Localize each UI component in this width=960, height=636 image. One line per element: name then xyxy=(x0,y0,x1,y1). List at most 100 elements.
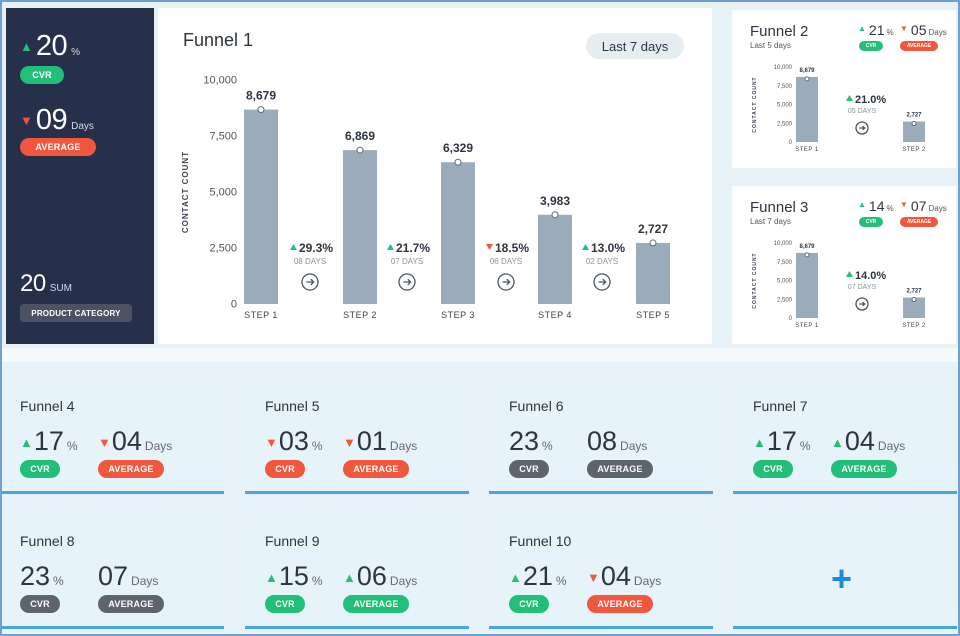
tile-average-badge: AVERAGE xyxy=(98,595,164,613)
funnel-1-title: Funnel 1 xyxy=(183,30,254,50)
conversion-rate: 18.5% xyxy=(495,241,529,255)
funnel-2-average-badge: AVERAGE xyxy=(900,41,938,51)
funnel-3-subtitle: Last 7 days xyxy=(750,217,791,226)
funnel-tile[interactable]: Funnel 9 ▲ 15 % CVR ▲ 06 Days AVERAGE xyxy=(245,517,469,629)
funnel-tile[interactable]: Funnel 4 ▲ 17 % CVR ▼ 04 Days AVERAGE xyxy=(0,382,224,494)
arrow-up-icon xyxy=(290,244,297,250)
funnel-2-cvr-unit: % xyxy=(886,28,894,37)
x-tick-label: STEP 2 xyxy=(902,323,926,329)
arrow-right-icon xyxy=(306,278,315,286)
funnel-1-chart: CONTACT COUNT 10,000 7,500 5,000 2,500 0 8,679… xyxy=(181,75,670,320)
bar xyxy=(244,109,278,305)
summary-days-unit: Days xyxy=(71,121,94,132)
y-tick-label: 10,000 xyxy=(203,75,237,87)
funnel-3-average-badge: AVERAGE xyxy=(900,217,938,227)
bar xyxy=(903,297,925,318)
tile-days-unit: Days xyxy=(620,439,648,453)
bar xyxy=(903,121,925,142)
product-category-button[interactable]: PRODUCT CATEGORY xyxy=(20,304,132,322)
tile-days-unit: Days xyxy=(877,439,906,453)
tile-cvr-badge: CVR xyxy=(509,460,549,478)
tile-days: ▼ 01 Days xyxy=(343,426,417,457)
bar-value-label: 2,727 xyxy=(906,289,922,295)
tile-cvr-badge: CVR xyxy=(20,595,60,613)
funnel-2-chart: CONTACT COUNT 10,000 7,500 5,000 2,500 0 8,679… xyxy=(752,65,925,153)
funnel-3-days-unit: Days xyxy=(928,204,947,213)
y-tick-label: 0 xyxy=(789,316,793,322)
bar-marker xyxy=(911,297,917,303)
funnel-tile[interactable]: Funnel 7 ▲ 17 % CVR ▲ 04 Days AVERAGE xyxy=(733,382,957,494)
tile-cvr-unit: % xyxy=(799,439,811,453)
funnel-2-card[interactable]: Funnel 2 Last 5 days ▲ 21 % CVR ▼ 05 Day… xyxy=(732,10,956,168)
section-divider xyxy=(0,348,960,362)
arrow-up-icon: ▲ xyxy=(509,570,522,585)
step-transition: 21.0% 05 DAYS xyxy=(846,94,886,135)
bar-value-label: 6,329 xyxy=(443,141,473,155)
tile-average-badge: AVERAGE xyxy=(831,460,897,478)
y-tick-label: 0 xyxy=(231,299,237,311)
tile-days-value: 04 xyxy=(600,561,631,591)
summary-panel: ▲ 20 % CVR ▼ 09 Days AVERAGE 20 SUM PROD… xyxy=(6,8,154,344)
tile-title: Funnel 4 xyxy=(20,398,75,414)
tile-cvr-value: 17 xyxy=(766,426,797,456)
bar-marker xyxy=(454,158,462,166)
bar-value-label: 2,727 xyxy=(906,113,922,119)
tile-cvr-badge: CVR xyxy=(753,460,793,478)
bar-value-label: 2,727 xyxy=(638,222,668,236)
tile-cvr: ▲ 17 % xyxy=(20,426,78,457)
y-tick-label: 10,000 xyxy=(774,241,793,247)
arrow-down-icon: ▼ xyxy=(265,435,278,450)
funnel-3-chart: CONTACT COUNT 10,000 7,500 5,000 2,500 0 8,679… xyxy=(752,241,926,329)
y-tick-label: 2,500 xyxy=(209,243,237,255)
x-tick-label: STEP 1 xyxy=(795,147,819,153)
tile-cvr: ▲ 15 % xyxy=(265,561,323,592)
tile-cvr-value: 23 xyxy=(20,561,51,591)
add-funnel-button[interactable]: + xyxy=(733,517,957,629)
conversion-rate: 13.0% xyxy=(591,241,625,255)
arrow-right-icon xyxy=(859,301,866,307)
conversion-rate: 21.7% xyxy=(396,241,430,255)
funnel-2-cvr: ▲ 21 % xyxy=(858,22,894,38)
y-tick-label: 10,000 xyxy=(774,65,793,71)
y-axis-label: CONTACT COUNT xyxy=(181,151,190,233)
step-transition: 21.7% 07 DAYS xyxy=(387,241,430,291)
arrow-right-icon xyxy=(403,278,412,286)
bar xyxy=(441,162,475,304)
tile-cvr: ▲ 17 % xyxy=(753,426,811,457)
funnel-tile[interactable]: Funnel 8 23 % CVR 07 Days AVERAGE xyxy=(0,517,224,629)
cvr-badge: CVR xyxy=(20,66,64,84)
tile-cvr: ▼ 03 % xyxy=(265,426,323,457)
funnel-2-days-value: 05 xyxy=(910,22,927,38)
bar-marker xyxy=(804,76,810,82)
bar xyxy=(343,150,377,304)
transition-days: 07 DAYS xyxy=(848,284,877,291)
tile-average-badge: AVERAGE xyxy=(587,460,653,478)
tile-days-unit: Days xyxy=(144,439,173,453)
funnel-tile[interactable]: Funnel 10 ▲ 21 % CVR ▼ 04 Days AVERAGE xyxy=(489,517,713,629)
funnel-3-card[interactable]: Funnel 3 Last 7 days ▲ 14 % CVR ▼ 07 Day… xyxy=(732,186,956,344)
summary-sum: 20 SUM xyxy=(20,270,72,298)
conversion-rate: 14.0% xyxy=(855,270,886,282)
arrow-right-icon xyxy=(502,278,511,286)
arrow-down-icon: ▼ xyxy=(343,435,356,450)
arrow-up-icon: ▲ xyxy=(343,570,356,585)
funnel-2-subtitle: Last 5 days xyxy=(750,41,791,50)
summary-sum-value: 20 xyxy=(20,270,46,297)
y-axis-label: CONTACT COUNT xyxy=(752,252,758,308)
arrow-down-icon: ▼ xyxy=(98,435,111,450)
arrow-down-icon xyxy=(486,244,493,250)
tile-cvr-value: 23 xyxy=(509,426,540,456)
tile-average-badge: AVERAGE xyxy=(343,595,409,613)
bar xyxy=(538,214,572,304)
funnel-tile[interactable]: Funnel 6 23 % CVR 08 Days AVERAGE xyxy=(489,382,713,494)
average-badge: AVERAGE xyxy=(20,138,96,156)
tile-cvr-value: 17 xyxy=(33,426,64,456)
date-range-button[interactable]: Last 7 days xyxy=(586,33,684,59)
funnel-3-cvr: ▲ 14 % xyxy=(858,198,894,214)
bar-value-label: 8,679 xyxy=(799,68,815,74)
funnel-tile[interactable]: Funnel 5 ▼ 03 % CVR ▼ 01 Days AVERAGE xyxy=(245,382,469,494)
arrow-up-icon: ▲ xyxy=(858,200,866,209)
funnel-1-card: Funnel 1 Last 7 days CONTACT COUNT 10,000… xyxy=(158,8,712,344)
tile-days-unit: Days xyxy=(389,574,418,588)
arrow-down-icon: ▼ xyxy=(900,200,908,209)
